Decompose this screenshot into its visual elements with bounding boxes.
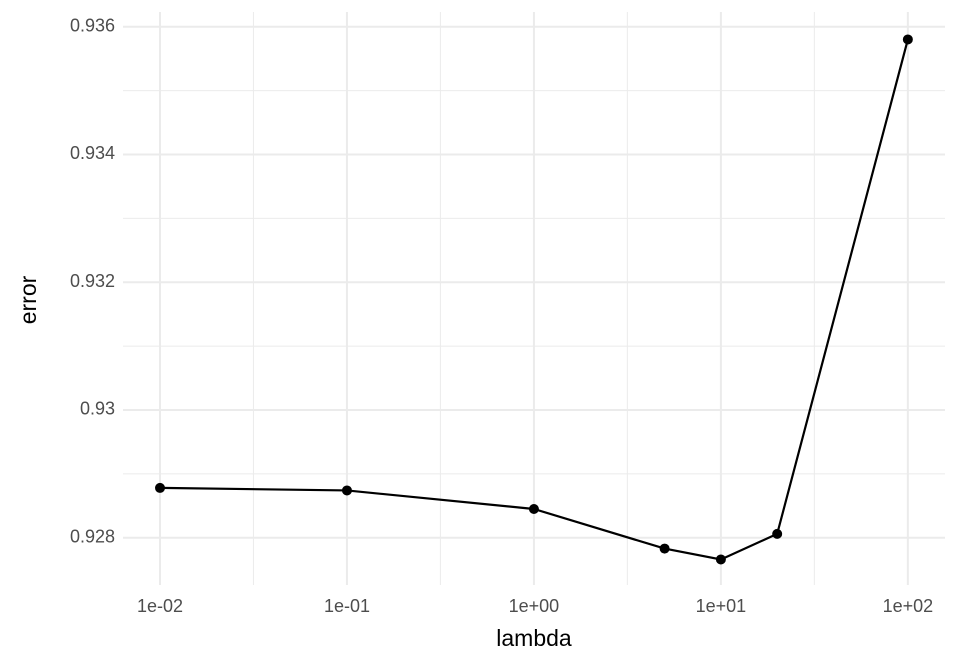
point [155, 482, 166, 493]
x-tick-label: 1e+02 [883, 596, 934, 616]
x-tick-label: 1e+01 [696, 596, 747, 616]
point [528, 503, 539, 514]
point [772, 528, 783, 539]
y-tick-label: 0.93 [80, 399, 115, 419]
y-tick-label: 0.934 [70, 143, 115, 163]
y-tick-label: 0.928 [70, 526, 115, 546]
y-tick-label: 0.936 [70, 15, 115, 35]
point [902, 34, 913, 45]
y-axis-title: error [15, 275, 41, 324]
point [659, 543, 670, 554]
x-axis-title: lambda [496, 625, 572, 651]
x-tick-label: 1e-01 [324, 596, 370, 616]
x-tick-label: 1e+00 [509, 596, 560, 616]
x-tick-label: 1e-02 [137, 596, 183, 616]
y-tick-label: 0.932 [70, 271, 115, 291]
point [341, 485, 352, 496]
point [715, 554, 726, 565]
